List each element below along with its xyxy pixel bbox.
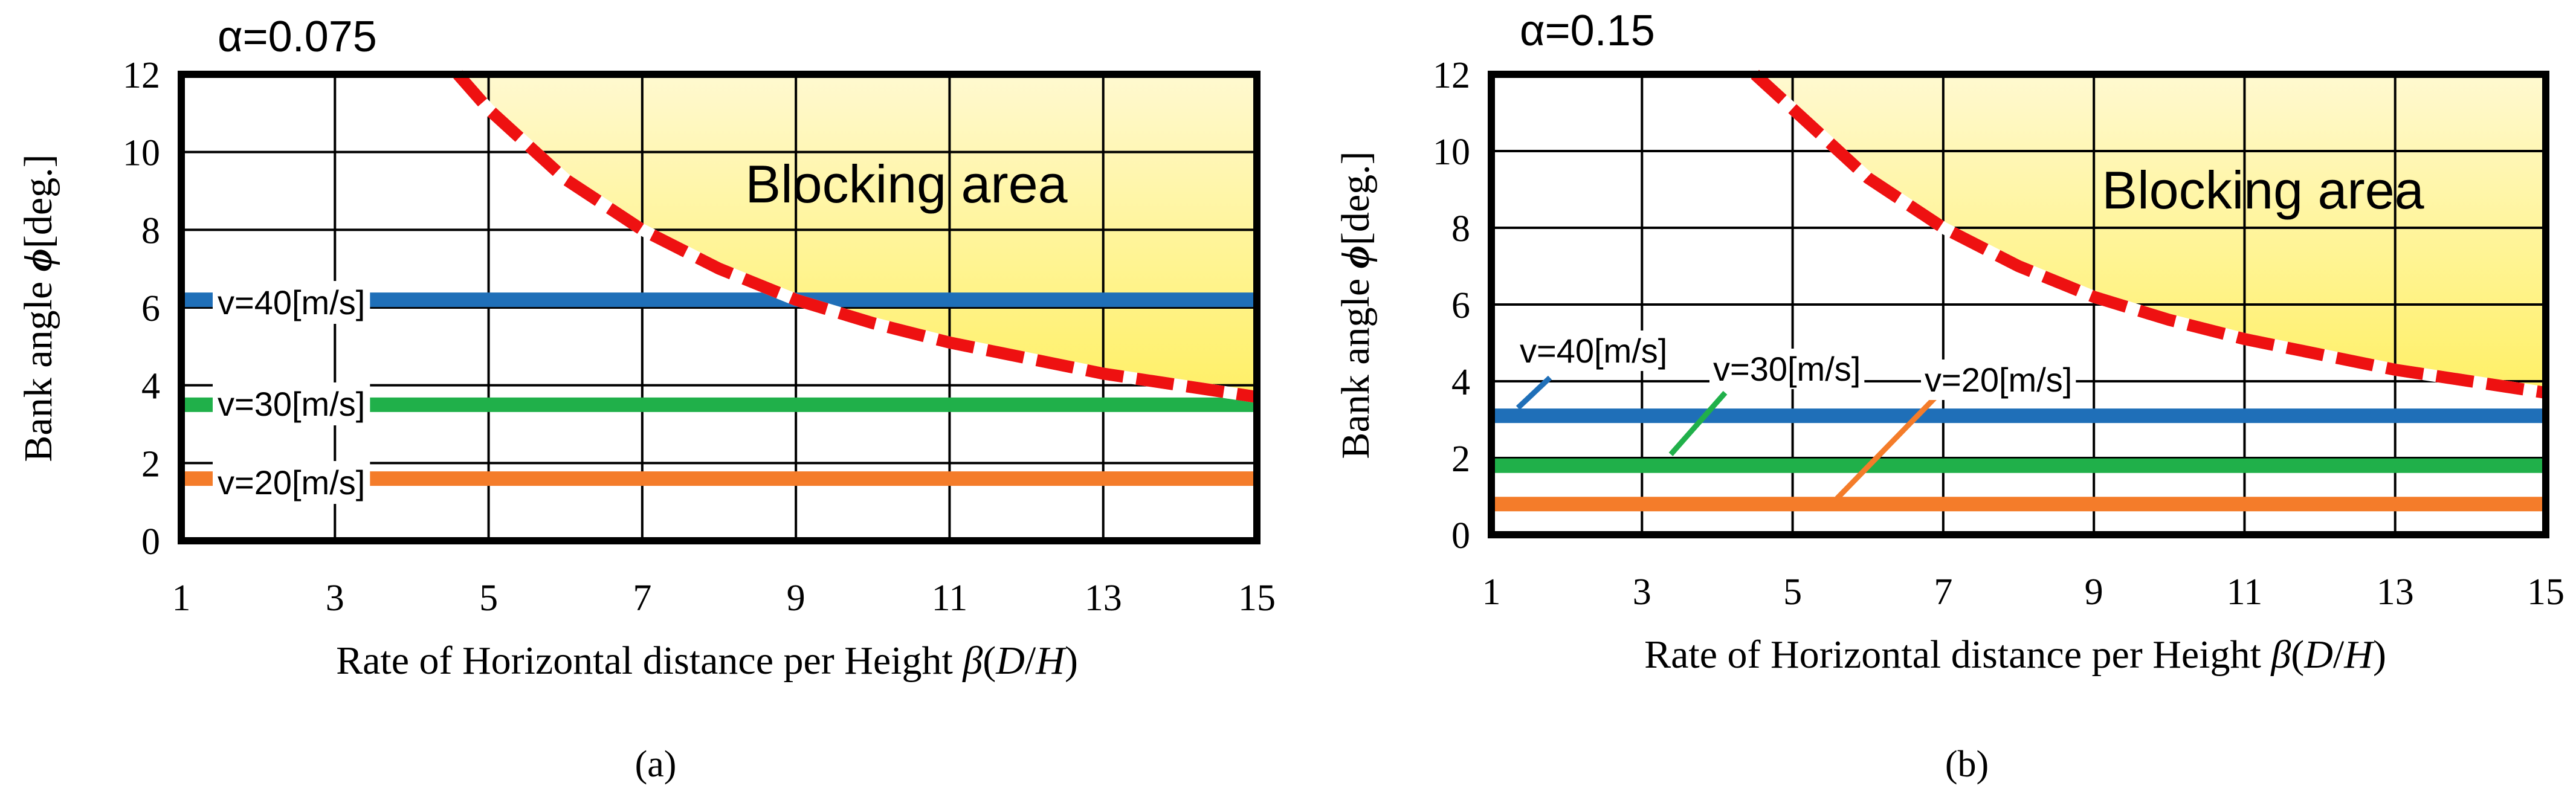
panel-a-series-label-bg: [213, 281, 370, 324]
panel-a-plot-frame: [178, 71, 1261, 544]
panel-b-y-tick-label: 6: [1451, 285, 1470, 326]
panel-b-y-tick-label: 0: [1451, 515, 1470, 556]
panel-a-y-tick-label: 12: [123, 55, 160, 96]
panel-b-x-tick-label: 7: [1934, 572, 1952, 613]
panel-b-label-v20: v=20[m/s]: [1925, 361, 2072, 399]
panel-b-boundary-curve: [1751, 69, 2547, 399]
panel-b-x-tick-label: 9: [2085, 572, 2103, 613]
panel-b-x-tick-label: 13: [2377, 572, 2414, 613]
panel-b-alpha-label: α=0.15: [1520, 7, 1655, 55]
panel-a-y-axis-label: Bank angle ϕ[deg.]: [16, 154, 60, 462]
panel-b-y-tick-label: 2: [1451, 439, 1470, 480]
panel-b-leader-v20: [1835, 384, 1948, 501]
panel-a-x-tick-label: 5: [479, 578, 498, 619]
panel-b-y-axis-label: Bank angle ϕ[deg.]: [1334, 151, 1378, 459]
panel-b-leader-v40: [1516, 375, 1552, 410]
panel-a-y-tick-label: 8: [141, 210, 160, 251]
panel-b-series-label-bg: [1921, 360, 2076, 400]
panel-a-x-tick-label: 9: [787, 578, 805, 619]
panel-a-boundary-curve: [453, 70, 1258, 403]
panel-b-blocking-area: [1755, 74, 2546, 393]
panel-b-y-tick-label: 4: [1451, 362, 1470, 403]
panel-a-x-tick-label: 3: [326, 578, 344, 619]
panel-a-x-tick-label: 7: [633, 578, 651, 619]
panel-b-y-tick-label: 10: [1433, 132, 1470, 173]
panel-a-x-tick-label: 13: [1085, 578, 1122, 619]
panel-b-label-v30: v=30[m/s]: [1713, 350, 1861, 388]
panel-b-x-tick-label: 3: [1633, 572, 1651, 613]
panel-a-y-tick-label: 0: [141, 521, 160, 563]
panel-a-blocking-area: [457, 74, 1257, 397]
panel-a-y-tick-label: 6: [141, 288, 160, 329]
panel-a-x-tick-label: 11: [932, 578, 968, 619]
panel-b-x-tick-label: 15: [2527, 572, 2565, 613]
panel-a-x-tick-label: 15: [1238, 578, 1276, 619]
panel-b-x-tick-label: 11: [2227, 572, 2263, 613]
panel-a-blocking-label: Blocking area: [745, 154, 1067, 214]
panel-b-series-label-bg: [1516, 331, 1671, 371]
panel-a-series-labels: v=40[m/s] v=30[m/s] v=20[m/s]: [213, 281, 370, 504]
panel-a-label-v40: v=40[m/s]: [218, 283, 365, 321]
panel-a-y-tick-label: 2: [141, 443, 160, 485]
panel-b-series-label-bg: [1709, 349, 1865, 389]
panel-a-caption: (a): [635, 744, 677, 785]
panel-b-x-axis-label: Rate of Horizontal distance per Height β…: [1644, 633, 2386, 677]
panel-b-label-v40: v=40[m/s]: [1520, 332, 1667, 370]
panel-a-label-v20: v=20[m/s]: [218, 463, 365, 501]
panel-b-x-tick-label: 1: [1482, 572, 1501, 613]
panel-a-x-axis-label: Rate of Horizontal distance per Height β…: [336, 639, 1078, 683]
panel-a-alpha-label: α=0.075: [218, 13, 377, 61]
panel-b-y-tick-label: 8: [1451, 208, 1470, 250]
panel-b-plot-frame: [1488, 71, 2549, 538]
panel-a-label-v30: v=30[m/s]: [218, 385, 365, 423]
panel-b-leader-v30: [1668, 391, 1728, 456]
panel-b-series-labels: v=40[m/s] v=30[m/s] v=20[m/s]: [1516, 331, 2076, 501]
panel-a-x-tick-label: 1: [172, 578, 191, 619]
panel-b-x-tick-label: 5: [1783, 572, 1802, 613]
panel-a-y-tick-label: 10: [123, 133, 160, 174]
panel-a-series-label-bg: [213, 382, 370, 425]
panel-b-y-tick-label: 12: [1433, 55, 1470, 96]
panel-b-blocking-label: Blocking area: [2102, 160, 2424, 220]
panel-a-y-tick-label: 4: [141, 366, 160, 407]
panel-b-caption: (b): [1945, 744, 1989, 785]
panel-a-series-label-bg: [213, 461, 370, 504]
